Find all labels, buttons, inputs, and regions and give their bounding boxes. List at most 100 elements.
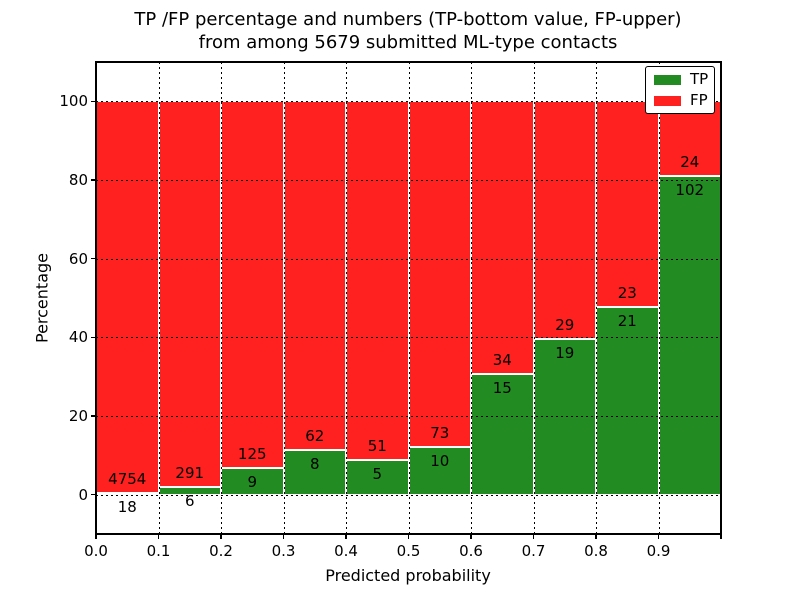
gridline-vertical xyxy=(533,62,535,534)
bar-edge xyxy=(158,485,221,488)
fp-count-label: 34 xyxy=(492,351,512,370)
y-axis-tick xyxy=(91,336,96,339)
bar-tp xyxy=(221,468,284,495)
bar-tp xyxy=(408,447,471,495)
gridline-vertical xyxy=(221,62,222,534)
tp-count-label: 8 xyxy=(309,454,320,473)
bar-edge xyxy=(346,458,409,461)
chart-title-line1: TP /FP percentage and numbers (TP-bottom… xyxy=(134,9,682,30)
x-axis-tick xyxy=(95,534,97,539)
bar-edge xyxy=(221,467,284,470)
bar-tp xyxy=(658,176,721,495)
tp-count-label: 5 xyxy=(372,464,383,483)
bar-fp xyxy=(346,101,409,460)
x-axis-tick xyxy=(345,534,347,539)
gridline-vertical xyxy=(283,62,285,534)
bar-tp xyxy=(158,486,221,495)
legend-entry-tp: TP xyxy=(654,72,714,87)
x-tick-label: 0.2 xyxy=(209,542,233,560)
x-axis-tick xyxy=(282,534,285,539)
tp-count-label: 10 xyxy=(430,452,450,471)
y-axis-tick xyxy=(91,179,96,181)
x-axis-tick xyxy=(532,534,535,539)
fp-count-label: 51 xyxy=(367,436,387,455)
bar-edge xyxy=(658,175,721,178)
x-tick-label: 0.3 xyxy=(271,542,296,560)
y-axis-tick xyxy=(91,415,96,417)
fp-count-label: 4754 xyxy=(108,470,147,489)
x-tick-label: 0.7 xyxy=(521,542,546,560)
tp-count-label: 21 xyxy=(617,311,637,330)
bar-tp xyxy=(471,374,534,495)
y-axis-tick xyxy=(91,257,96,260)
y-tick-label: 40 xyxy=(68,328,88,347)
y-tick-label: 0 xyxy=(78,485,88,504)
x-tick-label: 0.0 xyxy=(84,542,108,560)
y-axis-tick xyxy=(91,493,96,496)
y-tick-label: 20 xyxy=(68,407,88,425)
bar-tp xyxy=(346,459,409,495)
fp-color-swatch xyxy=(654,95,681,106)
gridline-horizontal xyxy=(96,258,721,260)
fp-count-label: 24 xyxy=(680,153,700,172)
x-axis-tick xyxy=(720,534,722,539)
x-axis-tick xyxy=(470,534,472,539)
gridline-vertical xyxy=(658,62,660,534)
fp-count-label: 291 xyxy=(175,463,205,482)
y-axis-label: Percentage xyxy=(32,252,52,344)
gridline-horizontal xyxy=(96,337,721,339)
tp-color-swatch xyxy=(654,74,681,85)
bar-fp xyxy=(533,101,596,339)
gridline-horizontal xyxy=(96,416,721,417)
chart-title-line2: from among 5679 submitted ML-type contac… xyxy=(198,32,618,53)
bar-tp xyxy=(596,306,659,495)
bar-edge xyxy=(283,448,346,451)
x-tick-label: 0.9 xyxy=(646,542,671,560)
bar-edge xyxy=(408,446,471,449)
x-tick-label: 0.6 xyxy=(459,542,483,560)
y-tick-label: 60 xyxy=(68,249,88,268)
x-tick-label: 0.4 xyxy=(334,542,358,560)
gridline-vertical xyxy=(408,62,410,534)
bar-edge xyxy=(596,305,659,308)
bar-fp xyxy=(221,101,284,469)
x-axis-tick xyxy=(595,534,597,539)
tp-count-label: 6 xyxy=(184,491,195,510)
gridline-horizontal xyxy=(96,101,721,103)
bar-fp xyxy=(408,101,471,448)
bar-fp xyxy=(158,101,221,487)
bar-fp xyxy=(471,101,534,375)
fp-count-label: 29 xyxy=(555,315,575,334)
bar-tp xyxy=(283,449,346,495)
fp-count-label: 73 xyxy=(430,424,450,443)
tp-count-label: 19 xyxy=(555,343,575,362)
gridline-vertical xyxy=(158,62,160,534)
gridline-vertical xyxy=(471,62,472,534)
x-tick-label: 0.5 xyxy=(396,542,421,560)
y-tick-label: 100 xyxy=(59,92,88,111)
chart-title: TP /FP percentage and numbers (TP-bottom… xyxy=(134,8,681,54)
x-axis-tick xyxy=(157,534,160,539)
x-axis-label: Predicted probability xyxy=(325,566,491,585)
bar-fp xyxy=(96,101,159,494)
tp-count-label: 18 xyxy=(117,498,137,517)
legend: TP FP xyxy=(645,66,715,114)
x-tick-label: 0.8 xyxy=(584,542,608,560)
gridline-horizontal xyxy=(96,180,721,181)
fp-count-label: 125 xyxy=(237,445,267,464)
x-tick-label: 0.1 xyxy=(146,542,171,560)
x-axis-tick xyxy=(657,534,660,539)
bar-fp xyxy=(596,101,659,307)
x-axis-tick xyxy=(407,534,410,539)
legend-label-tp: TP xyxy=(690,70,709,88)
y-tick-label: 80 xyxy=(68,171,88,189)
gridline-horizontal xyxy=(96,494,721,496)
fp-count-label: 23 xyxy=(617,283,637,302)
bar-fp xyxy=(283,101,346,450)
tp-count-label: 15 xyxy=(492,379,512,398)
bar-edge xyxy=(533,337,596,340)
gridline-vertical xyxy=(346,62,347,534)
bar-edge xyxy=(96,492,159,495)
y-axis-tick xyxy=(91,100,96,103)
bar-edge xyxy=(471,373,534,376)
